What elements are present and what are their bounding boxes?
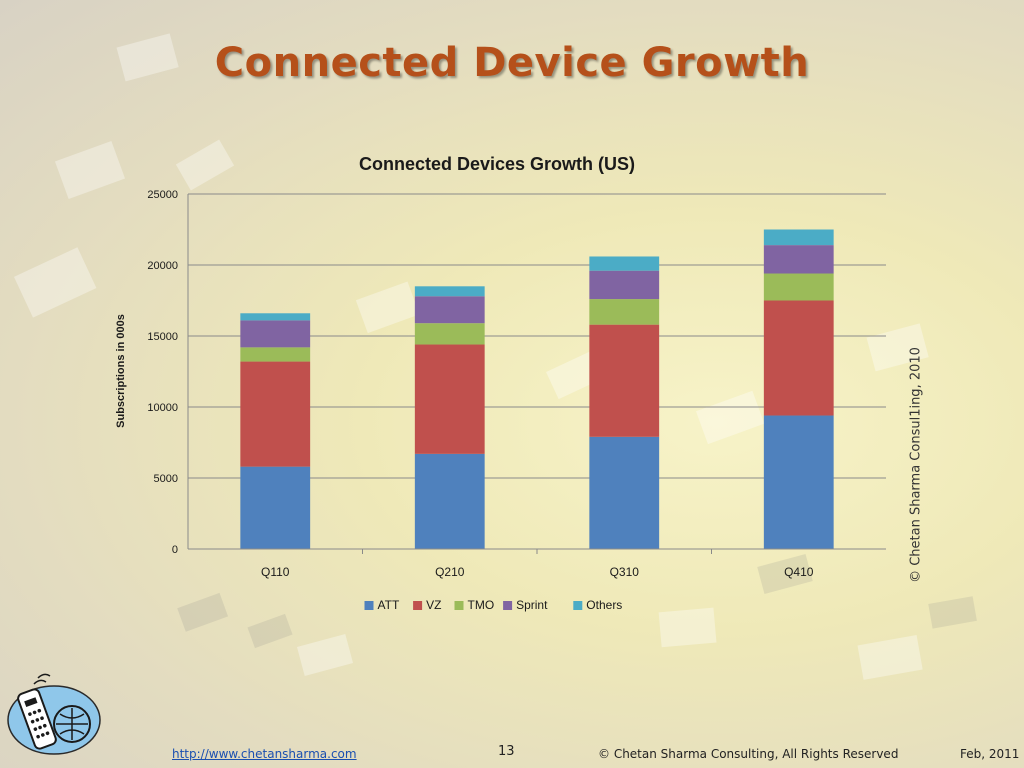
- legend-label-tmo: TMO: [468, 598, 495, 612]
- x-tick-label: Q310: [610, 565, 640, 579]
- slide-title: Connected Device Growth: [214, 40, 810, 86]
- y-tick-label: 0: [172, 544, 178, 556]
- legend-label-vz: VZ: [426, 598, 441, 612]
- x-tick-label: Q210: [435, 565, 465, 579]
- y-tick-label: 15000: [147, 331, 178, 343]
- vertical-copyright: © Chetan Sharma Consul1ing, 2010: [908, 347, 924, 583]
- bar-segment-sprint: [589, 270, 660, 300]
- bar-segment-att: [763, 415, 834, 549]
- legend-swatch-sprint: [503, 601, 513, 610]
- bar-segment-tmo: [589, 299, 660, 325]
- legend-swatch-others: [573, 601, 583, 610]
- bar-segment-vz: [763, 300, 834, 416]
- y-tick-label: 25000: [147, 189, 178, 201]
- footer-copyright: © Chetan Sharma Consulting, All Rights R…: [598, 747, 899, 761]
- bar-segment-sprint: [414, 296, 485, 324]
- footer-date: Feb, 2011: [960, 747, 1020, 761]
- chart-legend: ATT VZ TMO Sprint Others: [364, 598, 622, 612]
- legend-label-att: ATT: [378, 598, 400, 612]
- bar-segment-sprint: [763, 245, 834, 274]
- bar-segment-others: [763, 229, 834, 246]
- bar-segment-att: [240, 466, 311, 549]
- bar-segment-vz: [589, 324, 660, 437]
- bar-segment-att: [414, 453, 485, 549]
- legend-swatch-vz: [413, 601, 423, 610]
- bar-segment-vz: [414, 344, 485, 454]
- bar-segment-tmo: [414, 323, 485, 345]
- legend-swatch-att: [364, 601, 374, 610]
- bar-segment-others: [589, 256, 660, 271]
- chart-title: Connected Devices Growth (US): [359, 154, 635, 174]
- y-tick-label: 20000: [147, 260, 178, 272]
- logo-icon: [7, 673, 101, 755]
- bar-segment-att: [589, 436, 660, 549]
- bar-segment-tmo: [763, 273, 834, 301]
- y-tick-label: 5000: [154, 473, 178, 485]
- footer-url-link[interactable]: http://www.chetansharma.com: [172, 747, 357, 761]
- legend-label-others: Others: [586, 598, 622, 612]
- legend-swatch-tmo: [454, 601, 464, 610]
- y-tick-label: 10000: [147, 402, 178, 414]
- bar-segment-sprint: [240, 320, 311, 348]
- y-axis-label: Subscriptions in 000s: [115, 314, 127, 428]
- bar-segment-vz: [240, 361, 311, 467]
- legend-label-sprint: Sprint: [516, 598, 548, 612]
- page-number: 13: [498, 744, 515, 759]
- bar-segment-others: [240, 313, 311, 321]
- bar-segment-others: [414, 286, 485, 297]
- x-tick-label: Q110: [261, 565, 290, 579]
- x-tick-label: Q410: [784, 565, 814, 579]
- bar-segment-tmo: [240, 347, 311, 362]
